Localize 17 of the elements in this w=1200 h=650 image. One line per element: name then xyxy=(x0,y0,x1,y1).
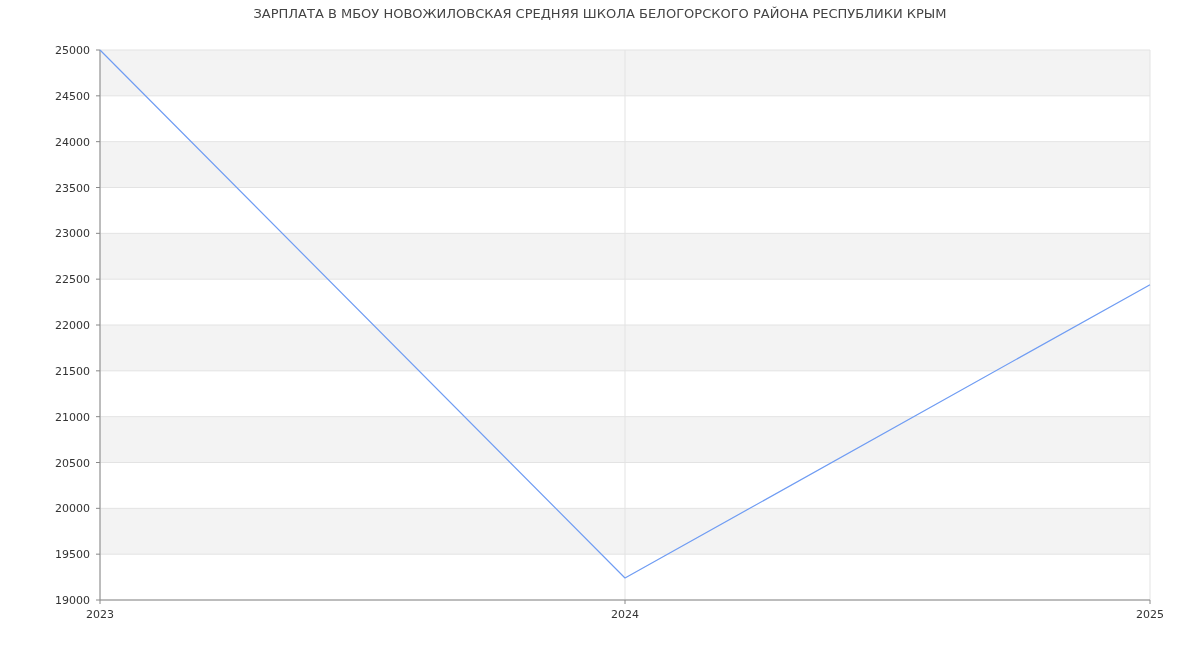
y-tick-label: 19000 xyxy=(55,594,90,607)
y-tick-label: 22000 xyxy=(55,319,90,332)
y-tick-label: 23000 xyxy=(55,227,90,241)
x-tick-label: 2025 xyxy=(1136,608,1164,621)
y-tick-label: 20000 xyxy=(55,502,90,516)
y-tick-label: 22500 xyxy=(55,273,90,287)
y-tick-label: 25000 xyxy=(55,44,90,57)
y-tick-label: 21000 xyxy=(55,410,90,424)
y-tick-label: 24500 xyxy=(55,89,90,103)
x-tick-label: 2024 xyxy=(611,608,639,621)
y-tick-label: 19500 xyxy=(55,548,90,562)
x-tick-label: 2023 xyxy=(86,608,114,621)
y-tick-label: 23500 xyxy=(55,181,90,195)
y-tick-label: 21500 xyxy=(55,364,90,378)
y-tick-label: 24000 xyxy=(55,135,90,149)
y-tick-label: 20500 xyxy=(55,456,90,470)
chart-title: ЗАРПЛАТА В МБОУ НОВОЖИЛОВСКАЯ СРЕДНЯЯ ШКОЛА БЕЛОГОРСКОГО РАЙОНА РЕСПУБЛИКИ КРЫМ xyxy=(253,6,947,21)
